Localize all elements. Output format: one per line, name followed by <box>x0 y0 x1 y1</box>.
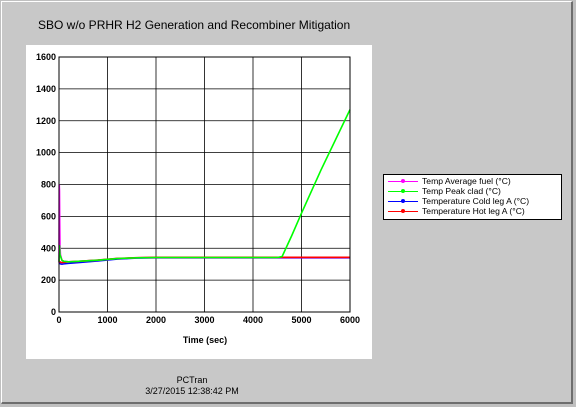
footer-datetime: 3/27/2015 12:38:42 PM <box>145 386 239 396</box>
legend-swatch <box>384 196 422 206</box>
axes <box>58 56 351 313</box>
y-tick-labels: 0 200 400 600 800 1000 1200 1400 1600 <box>36 52 56 317</box>
legend-label: Temp Peak clad (°C) <box>422 186 501 196</box>
x-tick-labels: 0 1000 2000 3000 4000 5000 6000 <box>56 315 360 325</box>
legend-swatch <box>384 206 422 216</box>
legend-label: Temp Average fuel (°C) <box>422 176 511 186</box>
y-tick-label: 400 <box>41 243 56 253</box>
x-tick-label: 4000 <box>243 315 263 325</box>
plot-border <box>58 56 351 313</box>
y-tick-label: 800 <box>41 180 56 190</box>
legend-swatch <box>384 176 422 186</box>
plot-panel <box>26 45 372 359</box>
legend-swatch <box>384 186 422 196</box>
legend-label: Temperature Cold leg A (°C) <box>422 196 530 206</box>
y-tick-label: 1600 <box>36 52 56 62</box>
legend-item: Temperature Cold leg A (°C) <box>384 196 561 206</box>
x-tick-label: 0 <box>56 315 61 325</box>
x-tick-label: 1000 <box>97 315 117 325</box>
x-tick-label: 3000 <box>194 315 214 325</box>
footer-app-name: PCTran <box>176 375 208 385</box>
x-tick-label: 2000 <box>146 315 166 325</box>
grid-lines <box>58 56 351 313</box>
chart-title: SBO w/o PRHR H2 Generation and Recombine… <box>38 18 351 32</box>
x-tick-label: 5000 <box>291 315 311 325</box>
legend-item: Temp Average fuel (°C) <box>384 176 561 186</box>
legend: Temp Average fuel (°C) Temp Peak clad (°C… <box>383 174 562 220</box>
y-tick-label: 200 <box>41 275 56 285</box>
y-tick-label: 0 <box>51 307 56 317</box>
y-tick-label: 600 <box>41 211 56 221</box>
legend-item: Temp Peak clad (°C) <box>384 186 561 196</box>
legend-item: Temperature Hot leg A (°C) <box>384 206 561 216</box>
y-tick-label: 1400 <box>36 84 56 94</box>
series-layer <box>58 109 351 266</box>
y-tick-label: 1000 <box>36 148 56 158</box>
x-axis-label: Time (sec) <box>183 335 227 345</box>
x-tick-label: 6000 <box>340 315 360 325</box>
legend-label: Temperature Hot leg A (°C) <box>422 206 525 216</box>
y-tick-label: 1200 <box>36 116 56 126</box>
series-line <box>58 109 351 263</box>
